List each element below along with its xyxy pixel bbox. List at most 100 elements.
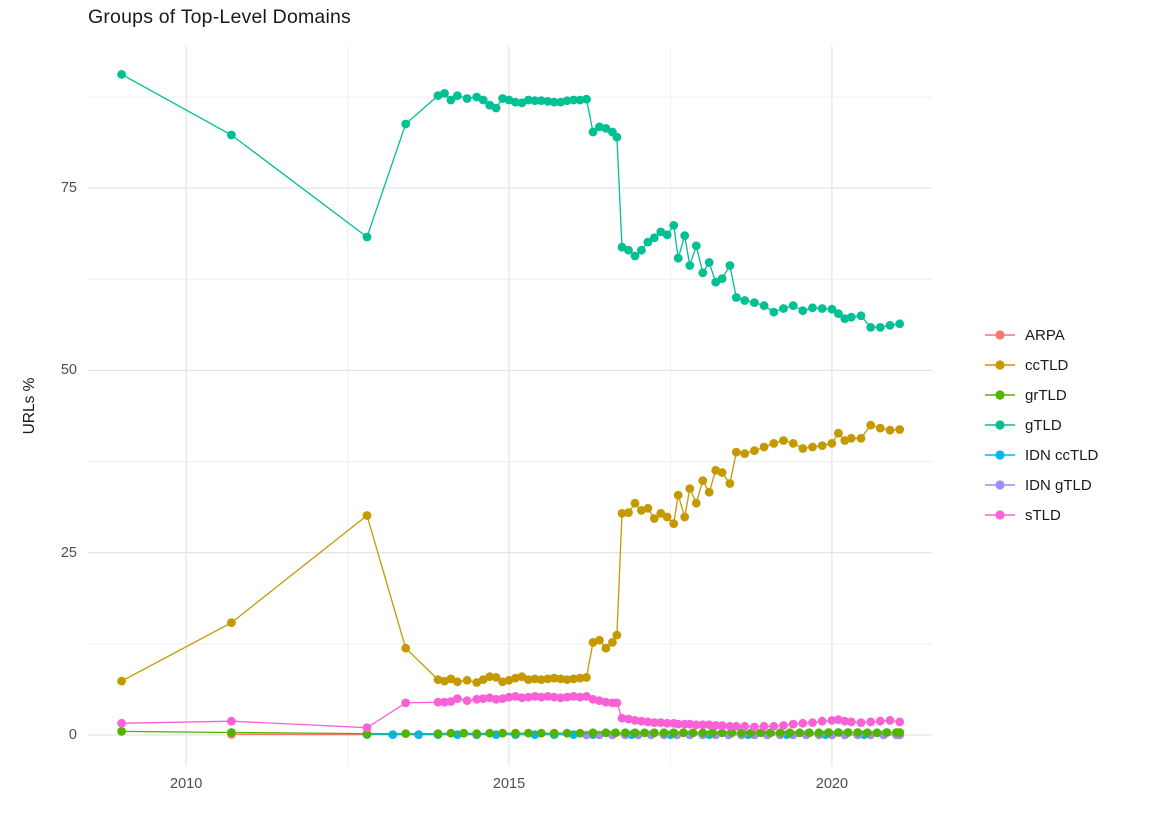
series-cctld-point bbox=[750, 446, 759, 456]
series-cctld-point bbox=[717, 468, 727, 477]
series-cctld-point bbox=[680, 512, 690, 522]
series-cctld-point bbox=[649, 514, 659, 523]
series-grtld bbox=[117, 727, 905, 738]
series-stld-point bbox=[543, 692, 553, 701]
series-stld-point bbox=[472, 694, 482, 704]
series-grtld-point bbox=[562, 728, 572, 738]
series-gtld-point bbox=[662, 230, 672, 240]
legend-item-gtld: gTLD bbox=[984, 410, 1098, 440]
series-stld-point bbox=[856, 718, 866, 727]
series-grtld-point bbox=[775, 728, 785, 738]
series-grtld-point bbox=[843, 728, 853, 737]
series-grtld-point bbox=[785, 728, 795, 738]
series-cctld-point bbox=[673, 490, 683, 500]
series-grtld-point bbox=[814, 728, 824, 738]
series-cctld-point bbox=[885, 425, 895, 435]
series-cctld-point bbox=[524, 675, 533, 684]
legend-label: IDN ccTLD bbox=[1025, 446, 1099, 464]
series-grtld-point bbox=[459, 728, 469, 738]
series-cctld-point bbox=[582, 673, 591, 682]
series-grtld-point bbox=[824, 728, 834, 737]
legend-item-stld: sTLD bbox=[984, 500, 1098, 530]
series-stld-point bbox=[462, 696, 472, 706]
y-tick-label: 25 bbox=[60, 544, 77, 561]
series-gtld-point bbox=[588, 127, 598, 137]
series-stld-point bbox=[491, 694, 501, 704]
series-gtld-point bbox=[685, 261, 695, 270]
series-cctld-point bbox=[549, 673, 559, 683]
series-stld-point bbox=[630, 716, 640, 725]
series-grtld-point bbox=[882, 728, 892, 737]
series-gtld-point bbox=[680, 231, 690, 241]
series-stld-point bbox=[788, 719, 798, 729]
series-cctld-point bbox=[731, 447, 741, 457]
series-grtld-point bbox=[511, 728, 520, 738]
series-stld-point bbox=[440, 697, 449, 707]
series-stld-point bbox=[711, 721, 721, 730]
series-gtld-point bbox=[750, 298, 759, 307]
x-tick-label: 2015 bbox=[492, 776, 526, 792]
series-stld-point bbox=[617, 713, 627, 723]
series-stld-point bbox=[691, 720, 701, 730]
series-grtld-point bbox=[549, 728, 559, 738]
series-grtld-point bbox=[649, 728, 659, 738]
series-grtld-point bbox=[620, 728, 630, 738]
legend-label: IDN gTLD bbox=[1025, 476, 1092, 494]
y-tick-label: 0 bbox=[68, 727, 77, 743]
series-gtld-point bbox=[117, 70, 126, 79]
series-gtld-point bbox=[582, 94, 591, 104]
series-grtld-point bbox=[630, 728, 640, 738]
series-cctld-point bbox=[556, 674, 566, 684]
series-stld-point bbox=[401, 698, 411, 708]
series-stld-point bbox=[798, 718, 808, 728]
series-gtld-point bbox=[875, 323, 885, 332]
legend-key-stld-icon bbox=[985, 510, 1015, 520]
series-stld-point bbox=[769, 721, 779, 731]
series-cctld-point bbox=[453, 677, 462, 687]
series-gtld-point bbox=[691, 241, 701, 251]
series-stld-point bbox=[536, 692, 546, 702]
series-cctld-point bbox=[462, 675, 472, 685]
series-cctld-point bbox=[608, 638, 617, 647]
legend-item-idn-cctld: IDN ccTLD bbox=[984, 440, 1098, 470]
legend-label: gTLD bbox=[1025, 416, 1062, 434]
series-gtld-point bbox=[536, 96, 546, 106]
legend-key-idn-gtld-icon bbox=[985, 480, 1015, 490]
chart-title: Groups of Top-Level Domains bbox=[88, 6, 352, 28]
series-gtld-point bbox=[769, 307, 779, 317]
legend-label: sTLD bbox=[1025, 506, 1061, 524]
series-cctld-point bbox=[817, 441, 827, 450]
series-stld bbox=[117, 692, 905, 733]
series-cctld-point bbox=[491, 673, 501, 682]
gridlines bbox=[88, 46, 932, 766]
series-gtld-point bbox=[362, 232, 372, 242]
series-cctld-point bbox=[569, 674, 578, 684]
legend-item-grtld: grTLD bbox=[984, 380, 1098, 410]
series-gtld-point bbox=[575, 95, 585, 105]
series-cctld-point bbox=[612, 630, 622, 640]
series-stld-point bbox=[656, 718, 666, 727]
series-cctld-point bbox=[895, 425, 905, 434]
series-gtld-point bbox=[511, 97, 520, 107]
series-grtld-point bbox=[804, 728, 814, 738]
y-tick-label: 75 bbox=[60, 180, 77, 197]
series-stld-point bbox=[117, 718, 126, 728]
series-stld-point bbox=[478, 694, 488, 703]
legend-key-cctld-icon bbox=[985, 360, 1015, 370]
series-gtld-point bbox=[817, 304, 827, 313]
series-stld-point bbox=[731, 721, 741, 731]
series-gtld-point bbox=[624, 245, 633, 255]
series-cctld-point bbox=[827, 439, 837, 448]
series-cctld-point bbox=[485, 672, 495, 682]
series-cctld-point bbox=[691, 498, 701, 508]
series-gtld-point bbox=[798, 306, 808, 316]
series-grtld-point bbox=[401, 729, 411, 738]
series-grtld-point bbox=[117, 727, 126, 736]
series-gtld-line bbox=[121, 73, 900, 329]
legend: ARPA ccTLD grTLD gTLD IDN ccTLD IDN gTLD sTLD bbox=[984, 320, 1098, 530]
x-tick-label: 2020 bbox=[815, 776, 849, 792]
series-stld-point bbox=[740, 721, 750, 731]
series-cctld-point bbox=[595, 635, 604, 645]
series-gtld-point bbox=[524, 95, 533, 105]
